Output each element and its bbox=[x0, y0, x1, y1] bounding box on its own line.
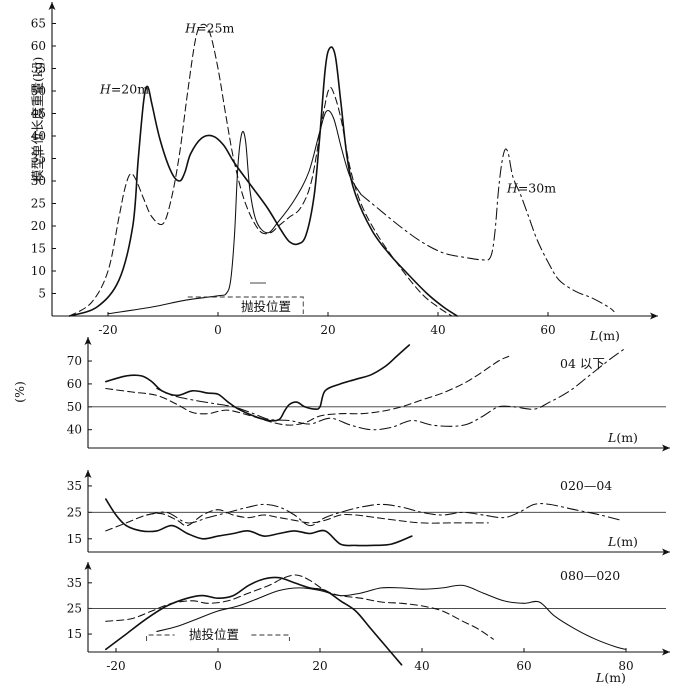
panel1-x-tick-label: 60 bbox=[540, 323, 555, 337]
panel1-annotation-var: H bbox=[506, 180, 519, 195]
panel1-y-tick-label: 10 bbox=[31, 264, 46, 278]
panel1-y-tick-label: 25 bbox=[31, 197, 46, 211]
panel4-y-tick-label: 35 bbox=[67, 576, 82, 590]
panel2-y-tick-label: 50 bbox=[67, 400, 82, 414]
panel4-x-tick-label: 80 bbox=[618, 659, 633, 673]
panel1-x-axis-label-var: L bbox=[589, 328, 598, 343]
panel2-group bbox=[84, 337, 670, 452]
panel3-series-label: 020—04 bbox=[560, 478, 612, 493]
panel3-x-axis-label-unit: (m) bbox=[616, 534, 638, 549]
panel4-drop-bracket-left bbox=[146, 634, 175, 641]
panel3-x-axis-arrow bbox=[662, 548, 670, 556]
panel2-x-axis-label-unit: (m) bbox=[616, 430, 638, 445]
panel4-x-tick-label: 20 bbox=[312, 659, 327, 673]
panel4-series-label: 080—020 bbox=[560, 568, 620, 583]
panel1-series-2-line bbox=[68, 23, 453, 317]
panel1-x-tick-label: 0 bbox=[214, 323, 222, 337]
panel1-x-tick-label: -20 bbox=[98, 323, 117, 337]
panel1-x-tick-label: 20 bbox=[320, 323, 335, 337]
panel2-series-label: 04 以下 bbox=[560, 356, 605, 371]
panel4-x-axis-label-unit: (m) bbox=[604, 670, 626, 685]
panel4-series-1-line bbox=[105, 576, 403, 666]
panel1-x-axis-label: L(m) bbox=[589, 328, 620, 343]
panel1-annotation-var: H bbox=[184, 21, 197, 36]
panel1-series-3-line bbox=[107, 109, 362, 315]
panel3-y-tick-label: 25 bbox=[67, 505, 82, 519]
panel1-annotation-text: =20m bbox=[111, 81, 149, 96]
panel4-x-tick-label: -20 bbox=[106, 659, 125, 673]
panel1-y-axis-label: 模型单位长度重量(kg) bbox=[30, 57, 45, 182]
panel1-y-tick-label: 45 bbox=[31, 107, 46, 121]
panel2-series-3-line bbox=[156, 349, 625, 431]
panel1-y-tick-label: 5 bbox=[38, 287, 46, 301]
panel1-y-tick-label: 20 bbox=[31, 219, 46, 233]
panel1-drop-bracket bbox=[187, 296, 304, 314]
panel4-x-axis-label: L(m) bbox=[595, 670, 626, 685]
panel1-annotation-text: =25m bbox=[196, 21, 234, 36]
panel1-y-tick-label: 60 bbox=[31, 39, 46, 53]
panel4-x-tick-label: 0 bbox=[214, 659, 222, 673]
panel4-x-axis-label-var: L bbox=[595, 670, 604, 685]
panel3-x-axis-label-var: L bbox=[607, 534, 616, 549]
panel1-y-tick-label: 65 bbox=[31, 17, 46, 31]
panel3-group bbox=[84, 470, 670, 556]
panel1-y-tick-label: 35 bbox=[31, 152, 46, 166]
panel4-y-tick-label: 15 bbox=[67, 627, 82, 641]
panel1-y-tick-label: 30 bbox=[31, 174, 46, 188]
panel2-x-axis-label: L(m) bbox=[607, 430, 638, 445]
panel1-y-tick-label: 40 bbox=[31, 129, 46, 143]
panel4-x-tick-label: 40 bbox=[414, 659, 429, 673]
panel3-series-2-line bbox=[105, 509, 489, 532]
panel1-y-axis-arrow bbox=[48, 2, 56, 10]
panel4-y-axis-arrow bbox=[84, 562, 92, 570]
panel1-y-tick-label: 50 bbox=[31, 84, 46, 98]
panel4-series-2-line bbox=[105, 574, 494, 640]
panel4-series-3-line bbox=[156, 584, 627, 650]
panel1-annotation-3: H=30m bbox=[506, 180, 556, 195]
panel1-y-tick-label: 15 bbox=[31, 242, 46, 256]
panel3-y-axis-arrow bbox=[84, 470, 92, 478]
panel3-y-tick-label: 35 bbox=[67, 479, 82, 493]
panel4-x-axis-arrow bbox=[662, 648, 670, 656]
panel3-y-tick-label: 15 bbox=[67, 532, 82, 546]
panel1-x-axis-label-unit: (m) bbox=[598, 328, 620, 343]
panel2-y-axis-arrow bbox=[84, 337, 92, 345]
panel1-series-4-line bbox=[360, 148, 615, 313]
panel1-series-1-line bbox=[68, 46, 459, 317]
panel2-x-axis-label-var: L bbox=[607, 430, 616, 445]
panel2-y-axis-label: (%) bbox=[12, 381, 27, 403]
panel1-drop-label: 抛投位置 bbox=[241, 299, 291, 314]
panel1-y-tick-label: 55 bbox=[31, 62, 46, 76]
panel1-annotation-text: =30m bbox=[518, 180, 556, 195]
panel2-y-tick-label: 60 bbox=[67, 377, 82, 391]
panel4-x-tick-label: 60 bbox=[516, 659, 531, 673]
panel1-group bbox=[48, 2, 658, 320]
panel3-x-axis-label: L(m) bbox=[607, 534, 638, 549]
panel4-drop-bracket-right bbox=[251, 634, 290, 641]
panel1-x-tick-label: 40 bbox=[430, 323, 445, 337]
panel4-y-tick-label: 25 bbox=[67, 601, 82, 615]
panel1-annotation-var: H bbox=[99, 81, 112, 96]
panel2-y-tick-label: 70 bbox=[67, 354, 82, 368]
panel4-group bbox=[84, 562, 670, 666]
panel3-series-1-line bbox=[105, 498, 413, 547]
panel1-annotation-1: H=20m bbox=[99, 81, 149, 96]
panel1-annotation-2: H=25m bbox=[184, 21, 234, 36]
panel2-series-2-line bbox=[105, 355, 510, 426]
panel4-drop-label: 抛投位置 bbox=[189, 627, 239, 642]
panel2-x-axis-arrow bbox=[662, 444, 670, 452]
panel2-y-tick-label: 40 bbox=[67, 423, 82, 437]
panel1-x-axis-arrow bbox=[650, 312, 658, 320]
panel3-series-3-line bbox=[146, 503, 622, 527]
panel2-series-1-line bbox=[105, 344, 411, 422]
